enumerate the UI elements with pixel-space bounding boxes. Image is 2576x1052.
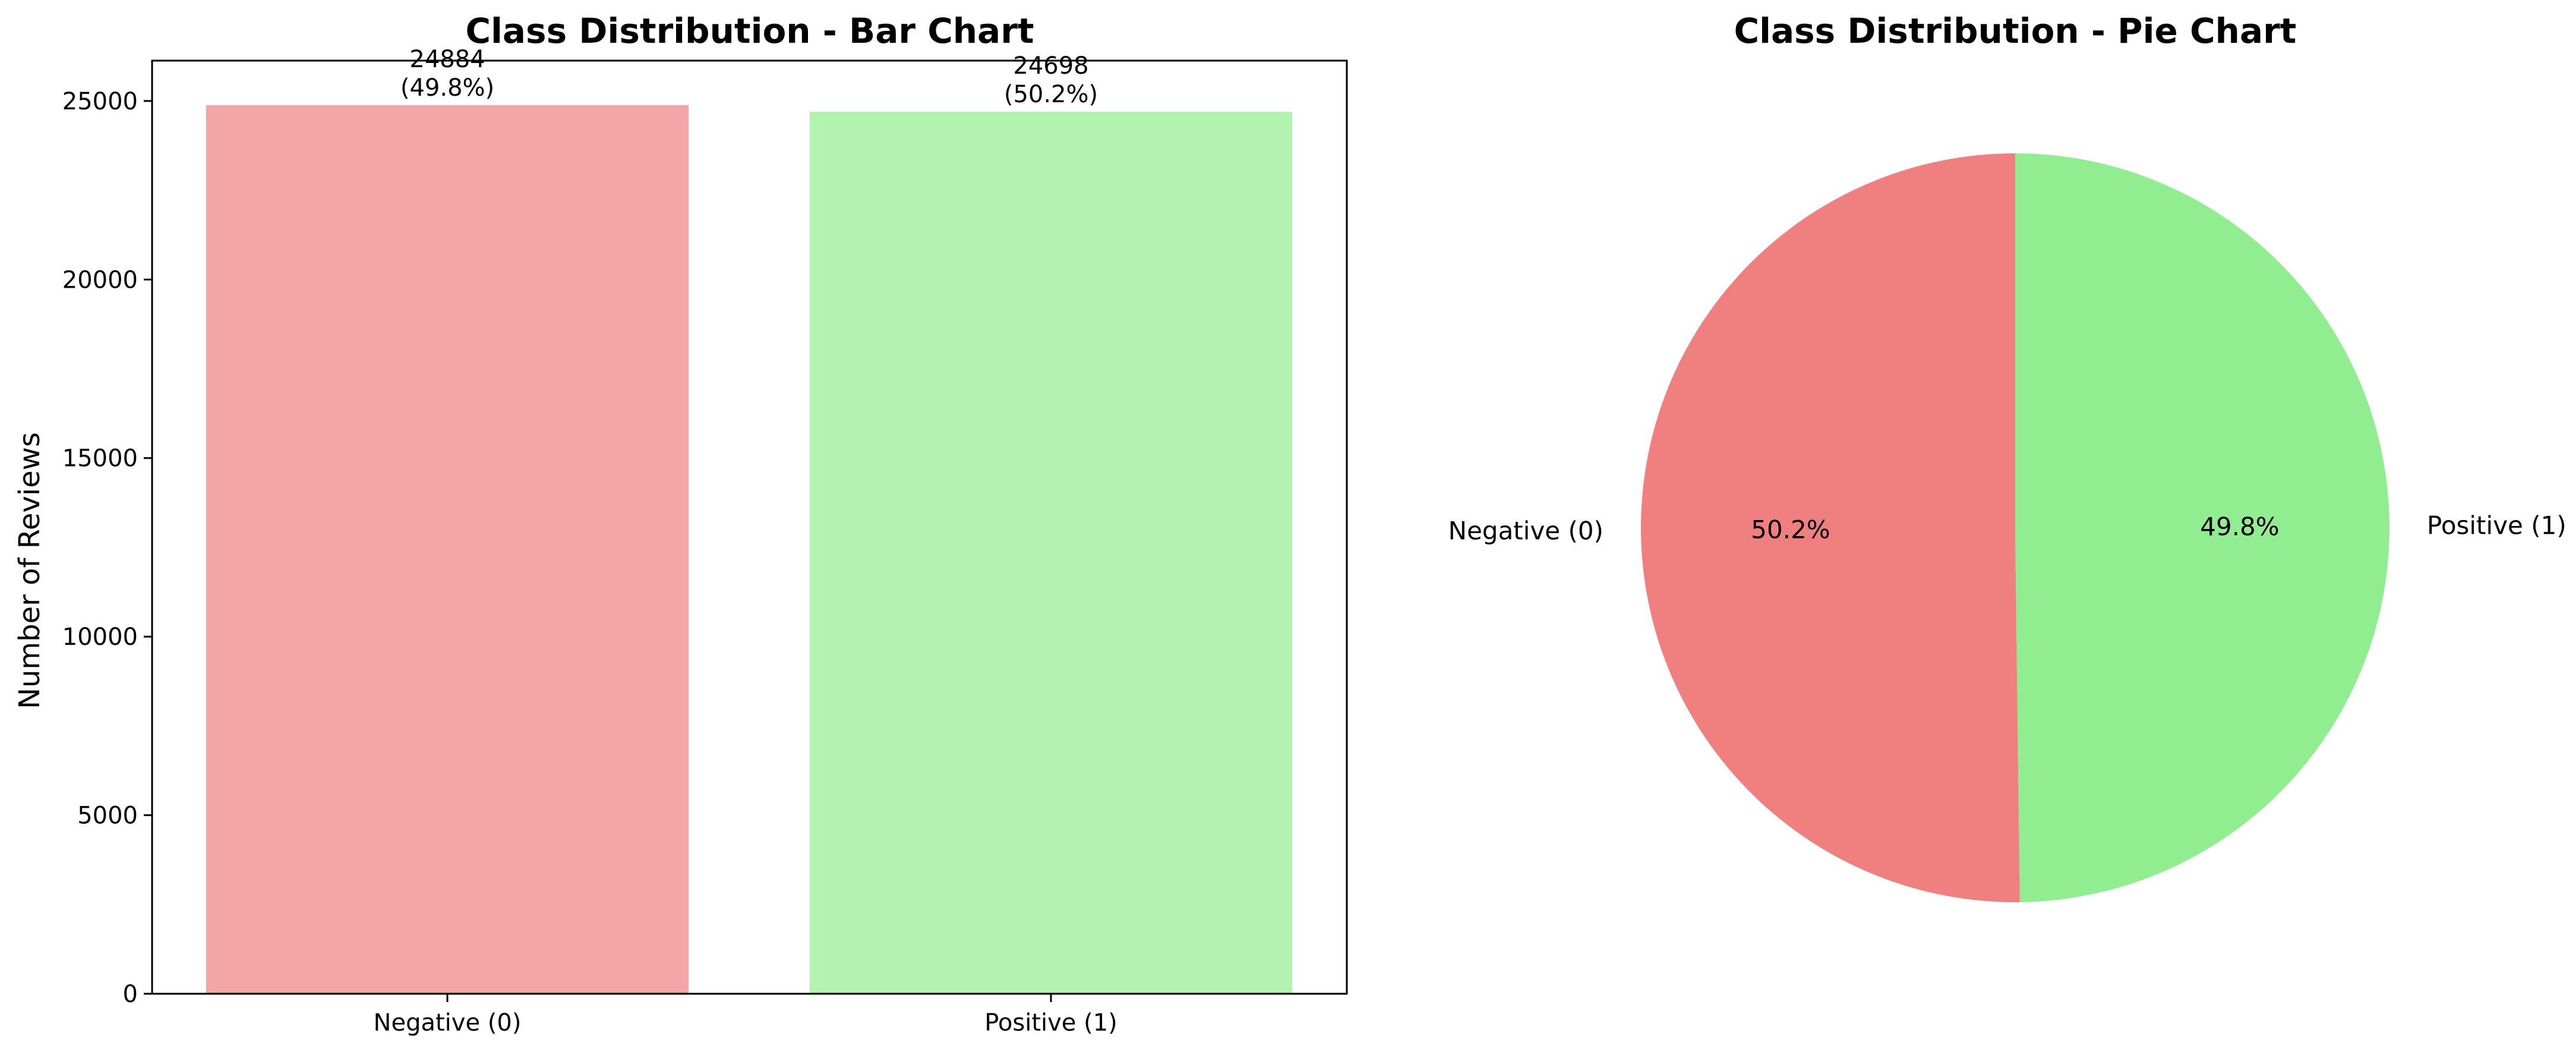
bar-chart: Class Distribution - Bar Chart Number of… xyxy=(13,11,1348,1037)
bar-chart-bars xyxy=(206,105,1292,994)
bar-value-label: 24884 xyxy=(409,46,485,73)
x-tick-label: Negative (0) xyxy=(374,1009,522,1037)
pie-slice-label: Negative (0) xyxy=(1448,516,1603,545)
pie-chart-title: Class Distribution - Pie Chart xyxy=(1734,11,2297,51)
pie-chart-labels: Negative (0) 50.2% Positive (1) 49.8% xyxy=(1448,511,2566,546)
pie-chart: Class Distribution - Pie Chart Negative … xyxy=(1448,11,2566,902)
pie-slice-percent: 50.2% xyxy=(1751,515,1830,544)
bar-chart-y-ticks: 0 5000 10000 15000 20000 25000 xyxy=(62,88,152,1008)
bar xyxy=(810,112,1292,994)
x-tick-label: Positive (1) xyxy=(984,1009,1117,1037)
pie-slice-percent: 49.8% xyxy=(2200,512,2279,541)
pie-chart-slices xyxy=(1641,153,2390,902)
bar-chart-title: Class Distribution - Bar Chart xyxy=(465,11,1034,51)
y-tick-label: 20000 xyxy=(62,266,138,294)
y-tick-label: 5000 xyxy=(77,802,138,830)
pie-slice xyxy=(2015,153,2390,902)
bar-chart-x-ticks: Negative (0) Positive (1) xyxy=(374,994,1117,1037)
bar-chart-value-labels: 24884(49.8%) 24698(50.2%) xyxy=(400,46,1098,108)
y-tick-label: 10000 xyxy=(62,623,138,651)
bar-percent-label: (49.8%) xyxy=(400,74,494,102)
pie-slice xyxy=(1641,153,2020,902)
bar-value-label: 24698 xyxy=(1013,52,1088,80)
pie-slice-label: Positive (1) xyxy=(2427,511,2566,540)
bar-chart-frame xyxy=(151,59,1348,995)
y-tick-label: 25000 xyxy=(62,88,138,115)
bar-percent-label: (50.2%) xyxy=(1004,81,1098,108)
y-tick-label: 0 xyxy=(123,981,138,1008)
y-tick-label: 15000 xyxy=(62,445,138,473)
bar xyxy=(206,105,689,994)
bar-chart-ylabel: Number of Reviews xyxy=(13,432,46,709)
